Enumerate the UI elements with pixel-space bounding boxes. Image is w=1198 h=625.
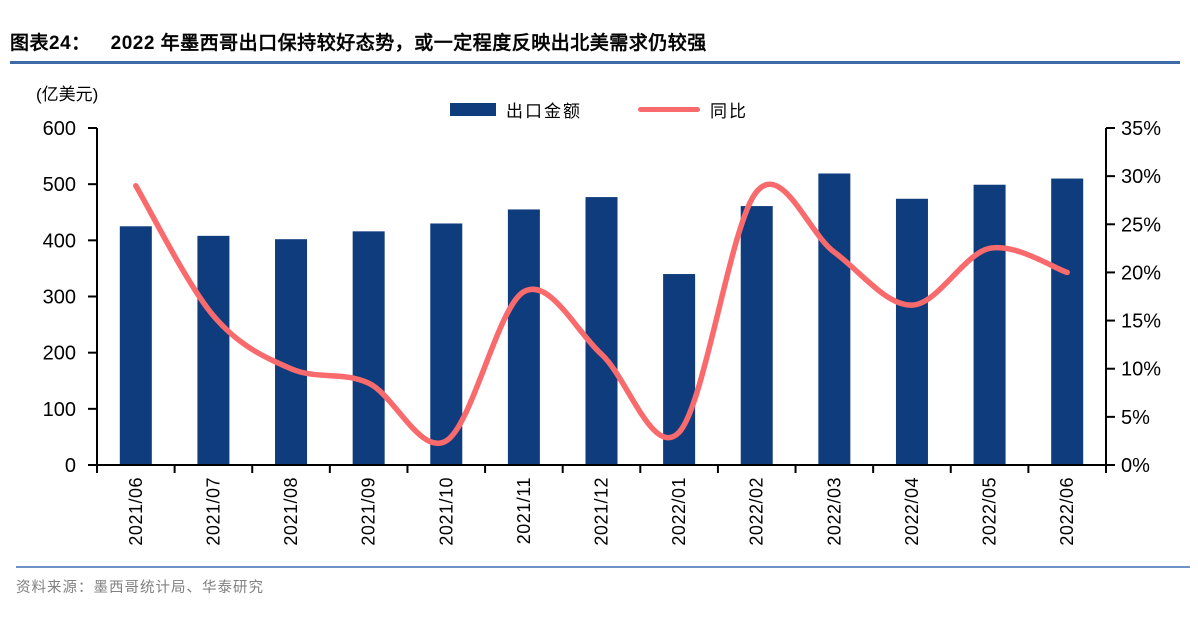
figure-label: 图表24： [10,33,91,54]
svg-text:2022/05: 2022/05 [980,477,1000,546]
svg-text:2021/09: 2021/09 [359,477,379,546]
svg-text:35%: 35% [1121,118,1161,140]
figure-header: 图表24： 2022 年墨西哥出口保持较好态势，或一定程度反映出北美需求仍较强 [10,28,1190,55]
bar-swatch-icon [450,103,496,116]
legend-label-exports: 出口金额 [506,102,582,121]
svg-text:2021/06: 2021/06 [126,477,146,546]
bar-2021/09 [352,231,385,465]
svg-text:300: 300 [43,287,76,309]
svg-text:2021/10: 2021/10 [436,477,456,546]
svg-text:400: 400 [43,230,76,252]
bar-2022/03 [818,173,851,465]
legend-label-yoy: 同比 [710,102,748,121]
svg-text:100: 100 [43,399,76,421]
line-swatch-icon [638,107,700,112]
source-note: 资料来源：墨西哥统计局、华泰研究 [16,580,264,596]
svg-text:10%: 10% [1121,359,1161,381]
svg-text:20%: 20% [1121,262,1161,284]
svg-text:2021/11: 2021/11 [514,477,534,544]
bar-2022/05 [973,184,1006,465]
svg-text:600: 600 [43,118,76,140]
svg-text:2022/04: 2022/04 [902,477,922,546]
svg-text:2022/01: 2022/01 [669,477,689,546]
svg-text:30%: 30% [1121,166,1161,188]
svg-text:5%: 5% [1121,407,1150,429]
bar-2022/04 [895,198,928,465]
title-underline [10,61,1180,64]
chart-legend: 出口金额 同比 [0,97,1198,122]
bar-2021/06 [119,226,152,465]
bar-2022/02 [740,206,773,466]
svg-text:200: 200 [43,343,76,365]
bar-2022/06 [1051,178,1084,466]
figure-title: 2022 年墨西哥出口保持较好态势，或一定程度反映出北美需求仍较强 [110,33,707,54]
bar-2021/07 [197,235,230,465]
bar-2021/11 [507,209,540,465]
svg-text:0%: 0% [1121,455,1150,477]
svg-text:2022/03: 2022/03 [824,477,844,546]
svg-text:15%: 15% [1121,311,1161,333]
bar-2021/12 [585,197,618,465]
svg-text:2021/07: 2021/07 [203,477,223,546]
svg-text:25%: 25% [1121,214,1161,236]
legend-item-exports: 出口金额 [450,97,582,122]
svg-text:2022/06: 2022/06 [1057,477,1077,546]
yoy-line [133,181,1070,446]
svg-text:500: 500 [43,174,76,196]
svg-text:2022/02: 2022/02 [747,477,767,546]
source-divider [16,566,1190,568]
svg-text:0: 0 [65,455,76,477]
y-axis-unit-label: (亿美元) [36,85,99,104]
svg-text:2021/08: 2021/08 [281,477,301,546]
bar-2021/08 [275,239,308,465]
svg-text:2021/12: 2021/12 [592,477,612,546]
legend-item-yoy: 同比 [638,97,748,122]
